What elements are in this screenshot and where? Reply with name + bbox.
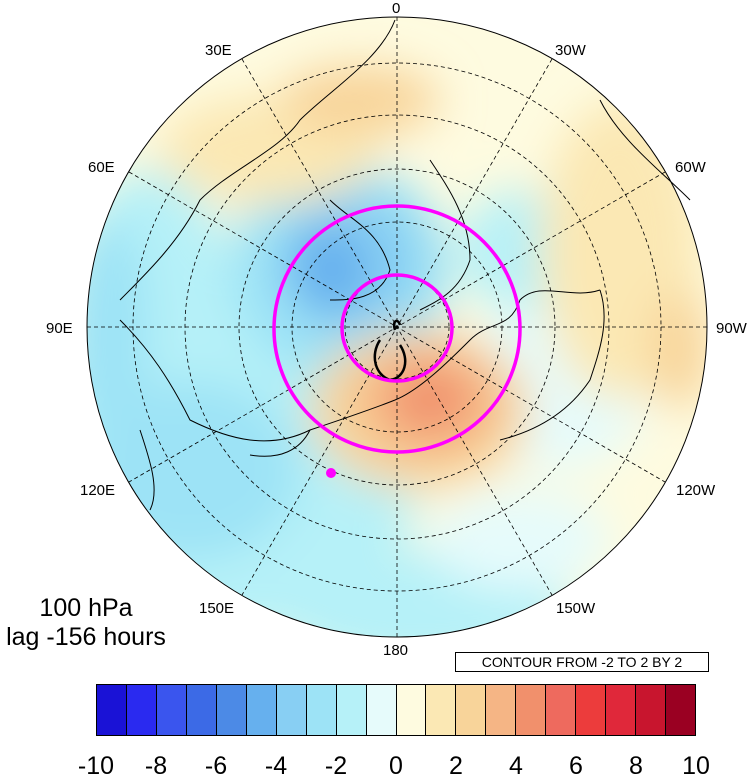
colorbar-tick-label: -6 <box>204 752 228 780</box>
colorbar-tick-label: 10 <box>682 752 710 780</box>
lon-label-90e: 90E <box>46 320 73 337</box>
colorbar-box <box>186 685 217 735</box>
colorbar-tick-label: -8 <box>144 752 168 780</box>
colorbar-tick-label: 6 <box>569 752 583 780</box>
colorbar-box <box>576 685 607 735</box>
lon-label-120w: 120W <box>676 482 716 499</box>
colorbar-box <box>426 685 457 735</box>
magenta-marker <box>326 468 336 478</box>
lon-label-120e: 120E <box>80 482 116 499</box>
map-border <box>86 16 708 638</box>
colorbar-box <box>636 685 667 735</box>
colorbar-tick-label: 4 <box>509 752 523 780</box>
colorbar-box <box>216 685 247 735</box>
lon-label-60w: 60W <box>675 159 706 176</box>
colorbar-box <box>306 685 337 735</box>
lon-label-30e: 30E <box>205 42 232 59</box>
shaded-field <box>87 17 707 637</box>
colorbar-box <box>156 685 187 735</box>
colorbar-box <box>336 685 367 735</box>
colorbar-tick-label: 2 <box>449 752 463 780</box>
colorbar-box <box>246 685 277 735</box>
colorbar-box <box>516 685 547 735</box>
lon-label-60e: 60E <box>88 159 115 176</box>
lon-label-90w: 90W <box>716 320 747 337</box>
colorbar-tick-label: 0 <box>389 752 403 780</box>
lon-label-150e: 150E <box>199 600 235 617</box>
level-label: 100 hPa <box>39 594 133 622</box>
colorbar-box <box>366 685 397 735</box>
colorbar-box <box>396 685 427 735</box>
colorbar-tick-label: -4 <box>264 752 288 780</box>
lon-label-30w: 30W <box>555 42 586 59</box>
lon-label-150w: 150W <box>556 600 596 617</box>
graticule <box>87 17 707 637</box>
colorbar-box <box>606 685 637 735</box>
colorbar-box <box>486 685 517 735</box>
colorbar-box <box>546 685 577 735</box>
lon-label-0: 0 <box>392 0 401 17</box>
colorbar-tick-label: -2 <box>324 752 348 780</box>
colorbar-box <box>276 685 307 735</box>
lag-label: lag -156 hours <box>6 623 166 651</box>
contour-note: CONTOUR FROM -2 TO 2 BY 2 <box>455 652 709 672</box>
colorbar-box <box>456 685 487 735</box>
colorbar-tick-label: 8 <box>629 752 643 780</box>
lon-label-180: 180 <box>383 642 409 659</box>
colorbar-box <box>666 685 696 735</box>
colorbar-box <box>97 685 127 735</box>
colorbar <box>96 684 696 736</box>
magenta-contours <box>272 204 522 454</box>
colorbar-tick-label: -10 <box>77 752 115 780</box>
colorbar-box <box>126 685 157 735</box>
